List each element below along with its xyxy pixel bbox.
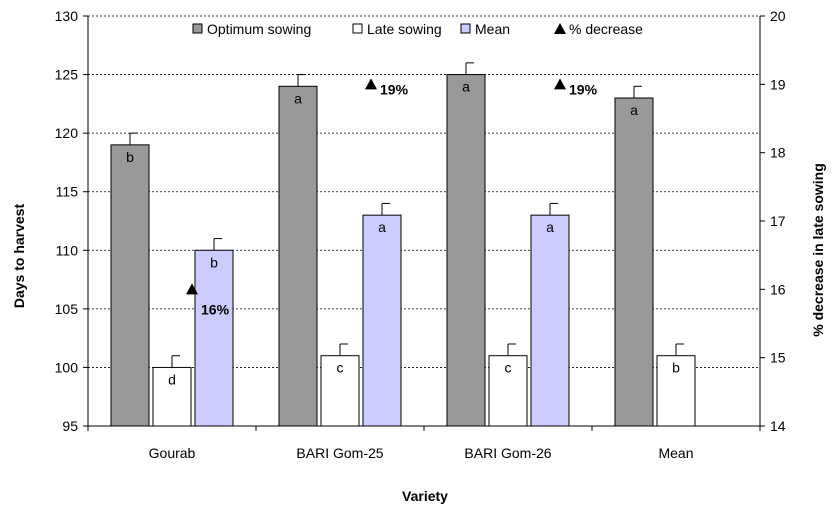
bar (656, 355, 696, 427)
bar-letter-label: a (378, 219, 386, 235)
legend-label: % decrease (569, 21, 643, 37)
bar-letter-label: a (462, 79, 470, 95)
legend-triangle-icon (554, 23, 566, 34)
y-tick-label: 115 (56, 184, 79, 200)
bar (194, 249, 234, 427)
y2-tick-label: 17 (770, 213, 786, 229)
x-tick-label: BARI Gom-25 (296, 445, 383, 461)
bar (278, 85, 318, 427)
bar (110, 144, 150, 427)
percent-label: 19% (569, 81, 598, 97)
y-tick-label: 110 (56, 242, 79, 258)
gridlines (88, 15, 760, 368)
bar-letter-label: a (546, 219, 554, 235)
y-axis-label: Days to harvest (11, 204, 27, 309)
bar-letter-label: c (337, 360, 344, 376)
percent-label: 19% (380, 81, 409, 97)
percent-decrease-markers: 16% 19% 19% (186, 78, 598, 317)
y2-tick-label: 16 (770, 281, 786, 297)
bar-letter-label: a (630, 102, 638, 118)
y-tick-label: 130 (55, 8, 79, 24)
bars: b d b a c a a c a a b (110, 62, 696, 427)
y2-tick-label: 19 (770, 76, 786, 92)
legend-swatch (460, 23, 471, 34)
axes: 95 100 105 110 115 120 125 130 14 15 16 17 18 19 20 Gou… (55, 8, 786, 461)
legend-label: Late sowing (367, 21, 442, 37)
triangle-marker (554, 78, 566, 90)
percent-label: 16% (201, 301, 230, 317)
bar-letter-label: c (505, 360, 512, 376)
x-axis-label: Variety (402, 488, 448, 504)
triangle-marker (365, 78, 377, 90)
bar (152, 366, 192, 427)
bar (530, 214, 570, 427)
y2-axis-label: % decrease in late sowing (810, 163, 826, 337)
bar (320, 355, 360, 427)
legend-swatch (192, 23, 203, 34)
bar-letter-label: d (168, 371, 176, 387)
y-tick-label: 105 (55, 301, 79, 317)
y-tick-label: 95 (62, 418, 78, 434)
bar (446, 74, 486, 427)
x-tick-label: Mean (658, 445, 693, 461)
y2-tick-label: 18 (770, 145, 786, 161)
legend: Optimum sowing Late sowing Mean % decrease (192, 21, 643, 37)
bar-letter-label: b (672, 360, 680, 376)
legend-label: Optimum sowing (207, 21, 311, 37)
bar-letter-label: a (294, 90, 302, 106)
y-tick-label: 125 (55, 67, 79, 83)
y2-tick-label: 14 (770, 418, 786, 434)
legend-swatch (352, 23, 363, 34)
bar-letter-label: b (210, 254, 218, 270)
bar (614, 97, 654, 427)
y-tick-label: 120 (55, 125, 79, 141)
y-tick-label: 100 (55, 359, 79, 375)
x-tick-label: Gourab (149, 445, 196, 461)
y2-tick-label: 20 (770, 8, 786, 24)
y2-tick-label: 15 (770, 350, 786, 366)
legend-label: Mean (475, 21, 510, 37)
bar (362, 214, 402, 427)
x-tick-label: BARI Gom-26 (464, 445, 551, 461)
bar-letter-label: b (126, 149, 134, 165)
triangle-marker (186, 283, 198, 295)
